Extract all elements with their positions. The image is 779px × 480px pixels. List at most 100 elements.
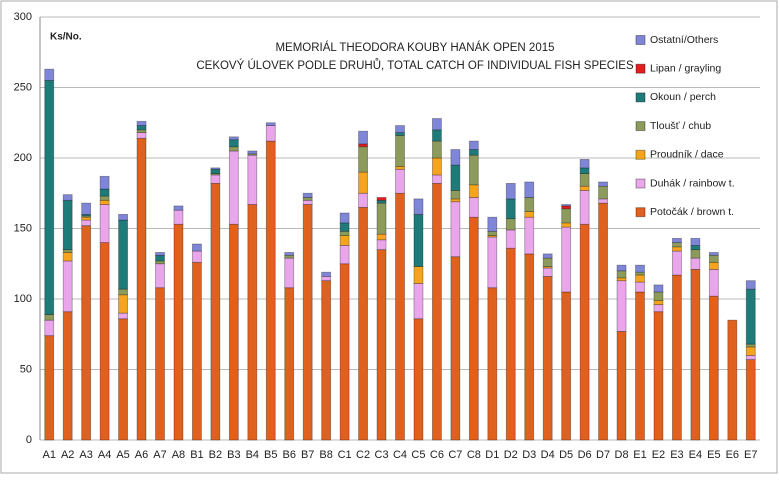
x-tick-label: A1 [42,449,55,461]
bar-segment [376,233,387,241]
bar-segment [561,226,572,293]
bar-segment [635,281,645,293]
bar-segment [524,216,535,255]
bar-segment [450,256,461,441]
x-tick-label: A7 [153,449,166,461]
bar-segment [635,274,645,283]
bar-segment [284,257,295,289]
bar-segment [99,175,110,190]
bar-segment [339,245,350,265]
bar-segment [487,287,498,441]
y-tick-label: 0 [26,434,32,446]
bar-segment [265,140,276,441]
bar-segment [708,268,719,297]
bar-segment [118,288,128,296]
bar-segment [432,140,442,159]
bar-segment [321,280,332,441]
bar-segment [524,181,535,198]
x-tick-label: D8 [615,449,629,461]
bar-segment [192,250,202,263]
bar-segment [302,197,313,201]
bar-segment [358,192,368,208]
bar-segment [708,252,719,256]
bar-segment [284,252,295,256]
bar-segment [690,245,701,251]
bar-segment [358,146,368,173]
bar-segment [468,140,479,150]
x-tick-label: D6 [578,449,592,461]
bar-segment [339,263,350,441]
legend-label: Okoun / perch [650,91,716,103]
bar-segment [173,223,184,441]
y-tick-label: 200 [14,152,32,164]
bar-segment [339,230,350,236]
bar-segment [44,319,55,337]
bar-segment [653,284,664,293]
bar-segment [653,291,664,301]
bar-segment [210,168,221,174]
bar-segment [413,283,424,320]
legend-label: Lipan / grayling [650,62,721,74]
bar-segment [118,294,128,314]
x-tick-label: A3 [79,449,92,461]
bar-segment [505,247,516,441]
bar-segment [561,208,572,224]
bar-segment [44,68,55,81]
bar-segment [708,261,719,270]
bar-segment [321,276,332,282]
bar-segment [81,202,92,215]
y-tick-label: 50 [20,363,32,375]
bar-segment [136,132,147,139]
bar-segment [690,249,701,259]
x-tick-label: E4 [689,449,702,461]
bar-segment [376,197,387,201]
bar-segment [468,184,479,198]
bar-segment [616,277,627,282]
bar-segment [155,287,165,441]
bar-segment [745,288,756,345]
bar-segment [210,174,221,184]
x-tick-label: A8 [172,449,185,461]
bar-segment [395,166,405,170]
y-tick-label: 300 [14,11,32,23]
bar-segment [579,159,590,169]
bar-segment [450,201,461,258]
bar-segment [708,254,719,263]
bar-segment [302,199,313,205]
bar-segment [432,157,442,176]
bar-segment [542,257,553,267]
bar-segment [653,300,664,306]
bar-segment [210,167,221,170]
bar-segment [635,264,645,273]
bar-segment [672,242,682,248]
bar-segment [62,252,73,262]
bar-segment [395,135,405,167]
bar-segment [487,230,498,236]
bar-segment [376,199,387,204]
chart-subtitle: CEKOVÝ ÚLOVEK PODLE DRUHŮ, TOTAL CATCH O… [196,59,634,72]
bar-segment [247,154,258,205]
bar-segment [395,125,405,134]
bar-segment [561,291,572,441]
bar-segment [468,154,479,186]
x-tick-label: D3 [522,449,536,461]
bar-segment [284,254,295,259]
x-tick-label: C3 [375,449,389,461]
bar-segment [81,219,92,227]
bar-segment [44,314,55,321]
bar-segment [173,209,184,225]
x-tick-label: C1 [338,449,352,461]
bar-segment [487,216,498,232]
x-tick-label: C2 [356,449,370,461]
x-tick-label: D4 [541,449,555,461]
legend-swatch [635,63,646,74]
bar-segment [561,222,572,228]
bar-segment [339,212,350,224]
bar-segment [81,225,92,441]
x-tick-label: E1 [633,449,646,461]
bar-segment [395,168,405,194]
bar-segment [468,149,479,156]
legend-swatch [635,35,646,45]
bar-segment [745,343,756,348]
legend-label: Ostatní/Others [650,34,718,46]
